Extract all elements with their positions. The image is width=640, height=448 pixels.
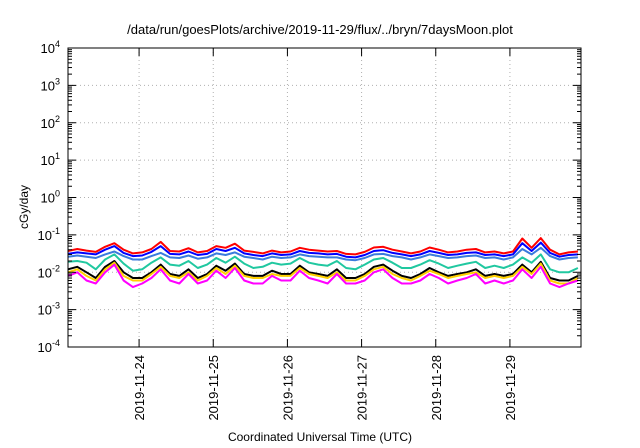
y-tick-label: 102 (41, 114, 60, 131)
series-group (67, 237, 579, 289)
x-tick-label: 2019-11-26 (280, 355, 295, 421)
chart-title: /data/run/goesPlots/archive/2019-11-29/f… (127, 22, 513, 37)
grid-lines (68, 48, 581, 347)
series-line-2 (67, 241, 578, 259)
y-tick-label: 101 (41, 151, 60, 168)
x-tick-label: 2019-11-25 (206, 355, 221, 421)
y-tick-label: 10-3 (38, 301, 60, 318)
y-tick-label: 103 (41, 76, 60, 93)
x-axis-label: Coordinated Universal Time (UTC) (227, 430, 413, 444)
x-tick-label: 2019-11-28 (429, 355, 444, 421)
series-line-3 (67, 246, 578, 262)
y-tick-label: 10-4 (38, 338, 60, 355)
series-line-5 (67, 260, 579, 282)
y-tick-label: 10-1 (38, 226, 60, 243)
series-line-6 (67, 261, 579, 285)
series-line-7 (67, 263, 579, 289)
axes-group: 10-4 10-3 10-2 10-1 100 101 102 103 104 2019-11-2… (38, 39, 581, 421)
y-tick-label: 10-2 (38, 263, 60, 280)
y-tick-label: 104 (41, 39, 60, 56)
series-line-4 (67, 253, 579, 274)
x-tick-label: 2019-11-29 (503, 355, 518, 421)
x-tick-label: 2019-11-24 (132, 355, 147, 421)
y-tick-label: 100 (41, 189, 60, 206)
series-line-1 (67, 237, 578, 256)
x-tick-label: 2019-11-27 (355, 355, 370, 421)
